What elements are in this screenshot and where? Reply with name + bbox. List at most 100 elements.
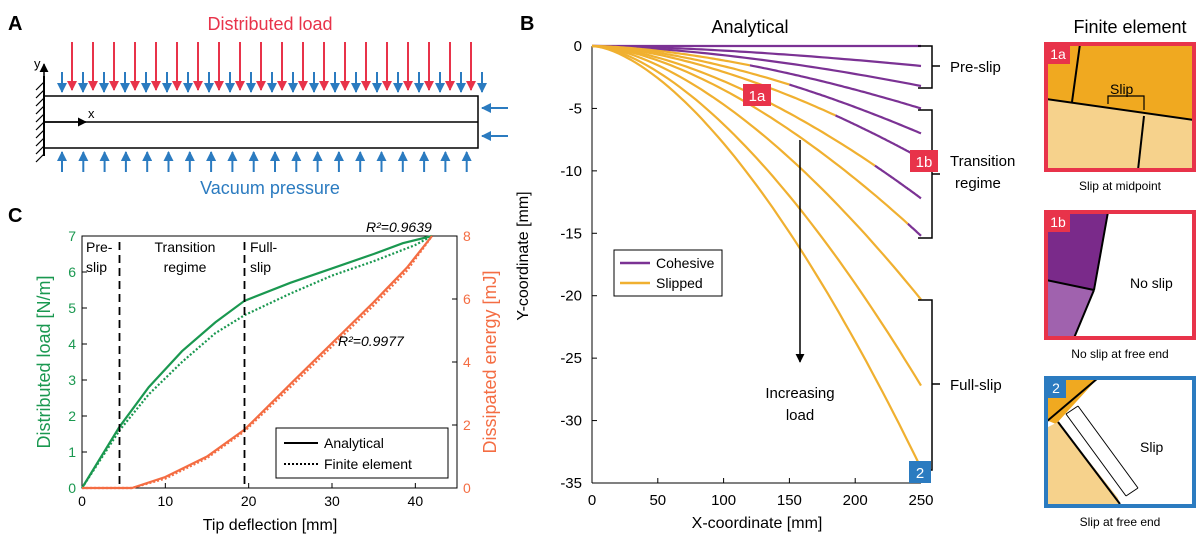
y2-tick-label: 8 — [463, 228, 471, 244]
series-energy-analytical — [82, 235, 433, 490]
r2-load-label: R²=0.9639 — [366, 219, 432, 235]
regime-full-label-1: Full- — [250, 239, 278, 255]
fe-caption-2: Slip at free end — [1080, 515, 1161, 529]
fe-tag-1a: 1a — [1050, 46, 1066, 62]
fe-tag-1b: 1b — [1050, 214, 1066, 230]
panel-b: B Analytical Finite element 0 50 100 150 200… — [515, 13, 1187, 532]
fe-label-1a: Slip — [1110, 81, 1134, 97]
marker-1a-label: 1a — [749, 88, 766, 105]
y-tick-label: -5 — [569, 100, 582, 117]
distributed-load-arrows — [67, 42, 476, 91]
regime-full-slip-label: Full-slip — [950, 377, 1002, 394]
regime-transition-label-1: Transition — [155, 239, 216, 255]
plot-b-xlabel: X-coordinate [mm] — [692, 515, 823, 532]
hatch-line — [35, 137, 45, 147]
panel-a-letter: A — [8, 13, 22, 35]
series-energy-fe — [82, 235, 433, 490]
hatch-line — [35, 97, 45, 107]
wall-hatch — [35, 81, 45, 163]
panel-a: A Distributed load y x Vacuum pressure — [8, 13, 508, 198]
fe-label-1b: No slip — [1130, 275, 1173, 291]
hatch-line — [35, 129, 45, 139]
finite-element-title: Finite element — [1073, 17, 1186, 37]
regime-pre-label-1: Pre- — [86, 239, 113, 255]
increasing-load-label-bg — [758, 376, 844, 426]
vacuum-pressure-label: Vacuum pressure — [200, 178, 340, 198]
fe-panel-1a: 1a Slip Slip at midpoint — [1044, 42, 1196, 193]
vacuum-top-arrows — [57, 72, 487, 93]
fe-frame-1b — [1044, 210, 1196, 340]
curve-cohesive — [749, 64, 922, 110]
increasing-load-label-1: Increasing — [765, 385, 834, 402]
panel-b-letter: B — [520, 13, 534, 35]
y-tick-label: 1 — [68, 444, 76, 460]
analytical-title: Analytical — [711, 17, 788, 37]
y-tick-label: -15 — [560, 225, 582, 242]
fe-caption-1a: Slip at midpoint — [1079, 179, 1162, 193]
legend-cohesive-label: Cohesive — [656, 255, 715, 271]
plot-b-legend — [613, 249, 723, 297]
hatch-line — [35, 113, 45, 123]
vacuum-bottom-arrows — [57, 151, 472, 172]
x-tick-label: 0 — [588, 492, 596, 509]
x-tick-label: 40 — [408, 493, 424, 509]
y-tick-label: 6 — [68, 264, 76, 280]
fe-frame-2 — [1044, 376, 1196, 508]
curve-cohesive — [835, 114, 922, 160]
x-tick-label: 200 — [843, 492, 868, 509]
y-tick-label: 7 — [68, 228, 76, 244]
y-tick-label: -25 — [560, 350, 582, 367]
fe-tag-2-bg — [1046, 378, 1066, 398]
y-tick-label: 2 — [68, 408, 76, 424]
curve-slipped — [591, 44, 922, 469]
curve-cohesive — [591, 44, 922, 88]
marker-1a — [743, 84, 771, 106]
hatch-line — [35, 105, 45, 115]
x-tick-label: 0 — [78, 493, 86, 509]
bracket-transition — [918, 109, 940, 239]
legend-slipped-label: Slipped — [656, 275, 703, 291]
plot-c-ylabel-left: Distributed load [N/m] — [34, 275, 54, 448]
y2-tick-label: 6 — [463, 291, 471, 307]
y-tick-label: 0 — [574, 38, 582, 55]
curve-cohesive — [874, 164, 922, 200]
plot-b-ylabel: Y-coordinate [mm] — [515, 191, 532, 320]
hatch-line — [35, 89, 45, 99]
y-tick-label: -10 — [560, 163, 582, 180]
curve-cohesive — [789, 83, 922, 135]
y2-tick-label: 4 — [463, 354, 471, 370]
fe-panel-2: 2 Slip Slip at free end — [1044, 376, 1196, 529]
r2-energy-label: R²=0.9977 — [338, 333, 405, 349]
fe-tag-1b-bg — [1046, 212, 1070, 232]
y-tick-label: 4 — [68, 336, 76, 352]
regime-transition-label-2: regime — [955, 175, 1001, 192]
plot-b-axes: 0 50 100 150 200 250 0 -5 -10 -15 -20 -25 -30 -35 — [560, 38, 933, 509]
panel-c-letter: C — [8, 205, 22, 227]
regime-transition-label-2: regime — [164, 259, 207, 275]
panel-c: C 0 10 20 30 40 0 1 2 3 4 5 6 7 0 2 4 6 8 Pre- slip Trans… — [8, 205, 500, 534]
curve-cohesive — [907, 222, 922, 237]
y-tick-label: -20 — [560, 288, 582, 305]
x-tick-label: 20 — [241, 493, 257, 509]
marker-1b — [910, 150, 938, 172]
curve-slipped — [591, 44, 922, 387]
y-tick-label: 5 — [68, 300, 76, 316]
curve-slipped — [591, 44, 876, 167]
regime-pre-label-2: slip — [86, 259, 107, 275]
axis-x-label: x — [88, 106, 95, 121]
y-tick-label: -30 — [560, 413, 582, 430]
marker-2-label: 2 — [916, 465, 924, 482]
x-tick-label: 250 — [908, 492, 933, 509]
legend-analytical-label: Analytical — [324, 435, 384, 451]
fe-panel-1b: 1b No slip No slip at free end — [1044, 210, 1196, 361]
x-tick-label: 150 — [777, 492, 802, 509]
regime-pre-slip-label: Pre-slip — [950, 59, 1001, 76]
regime-full-label-2: slip — [250, 259, 271, 275]
fe-frame-1a — [1044, 42, 1196, 172]
increasing-load-label-2: load — [786, 407, 814, 424]
fe-caption-1b: No slip at free end — [1071, 347, 1168, 361]
fe-tag-2: 2 — [1052, 380, 1060, 396]
y-tick-label: 3 — [68, 372, 76, 388]
marker-1b-label: 1b — [916, 154, 933, 171]
